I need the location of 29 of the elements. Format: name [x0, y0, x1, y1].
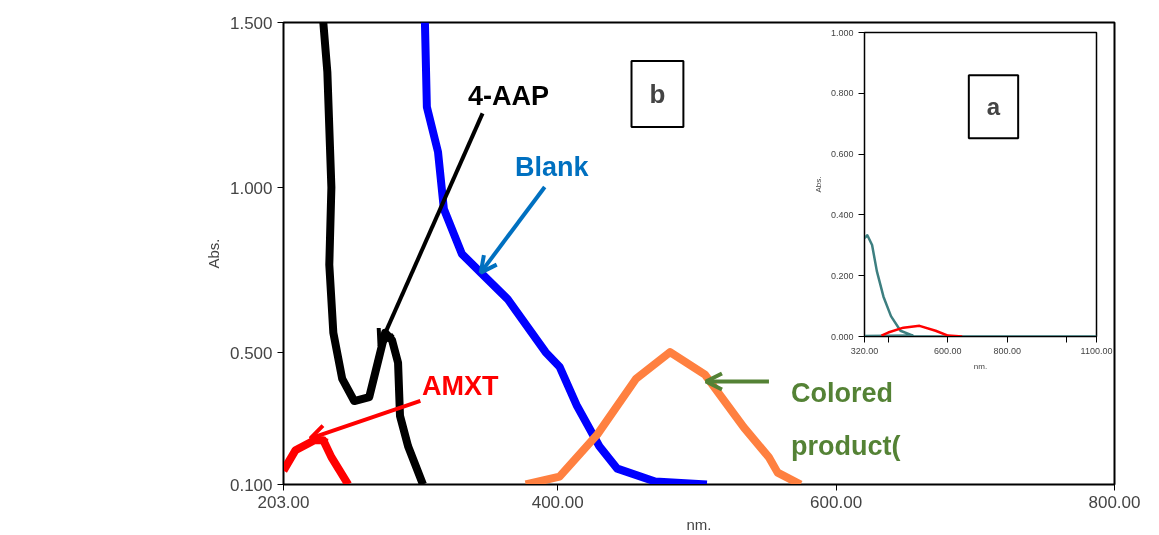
y-tick-label: 0.800 — [830, 88, 854, 99]
y-tick-label: 0.400 — [830, 209, 854, 220]
y-tick-label: 1.500 — [229, 13, 273, 33]
y-tick-label: 1.000 — [229, 178, 273, 198]
line-series — [880, 324, 964, 337]
x-tick-label: 800.00 — [1088, 492, 1141, 512]
x-axis-title: nm. — [973, 361, 988, 371]
annotation: a — [986, 93, 1001, 121]
x-tick-label: 600.00 — [810, 492, 863, 512]
y-axis-title: Abs. — [813, 176, 823, 193]
annotation: 4-AAP — [468, 80, 550, 111]
y-tick-label: 1.000 — [830, 27, 854, 38]
y-tick-label: 0.200 — [830, 270, 854, 281]
x-tick-label: 320.00 — [850, 345, 879, 356]
x-tick-label: 1100.00 — [1080, 345, 1113, 356]
y-tick-label: 0.000 — [830, 331, 854, 342]
x-tick-label: 600.00 — [934, 345, 962, 356]
x-axis-title: nm. — [686, 515, 712, 533]
annotation: b — [649, 79, 666, 110]
annotation: AMXT — [422, 371, 500, 402]
annotation: Colored product( — [790, 378, 901, 461]
x-tick-label: 800.00 — [993, 345, 1022, 356]
annotation: Blank — [514, 152, 590, 183]
y-tick-label: 0.100 — [229, 475, 273, 495]
x-tick-label: 203.00 — [257, 492, 310, 512]
y-axis-title: Abs. — [204, 238, 222, 269]
y-tick-label: 0.600 — [830, 149, 854, 160]
y-tick-label: 0.500 — [229, 343, 273, 363]
x-tick-label: 400.00 — [531, 492, 584, 512]
